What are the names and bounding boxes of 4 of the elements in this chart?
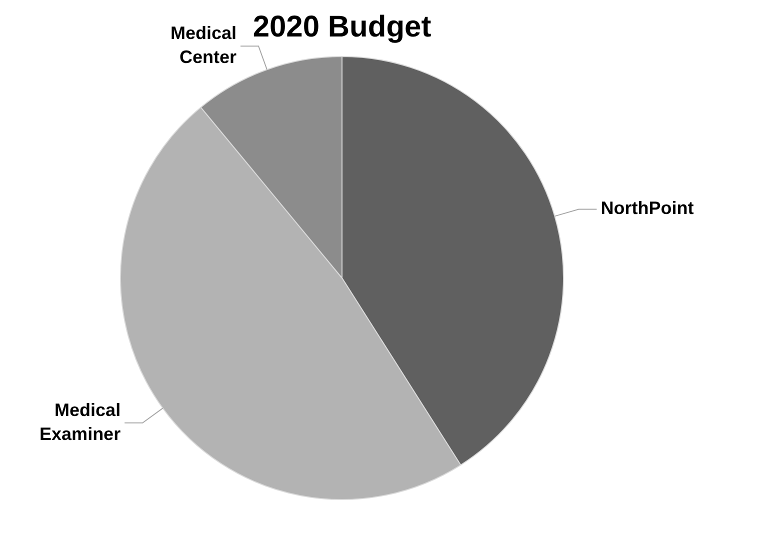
slice-label: NorthPoint: [600, 198, 694, 218]
chart-title: 2020 Budget: [252, 10, 432, 44]
slice-label: Medical Examiner: [40, 400, 121, 444]
slice-label: Medical Center: [170, 23, 236, 68]
